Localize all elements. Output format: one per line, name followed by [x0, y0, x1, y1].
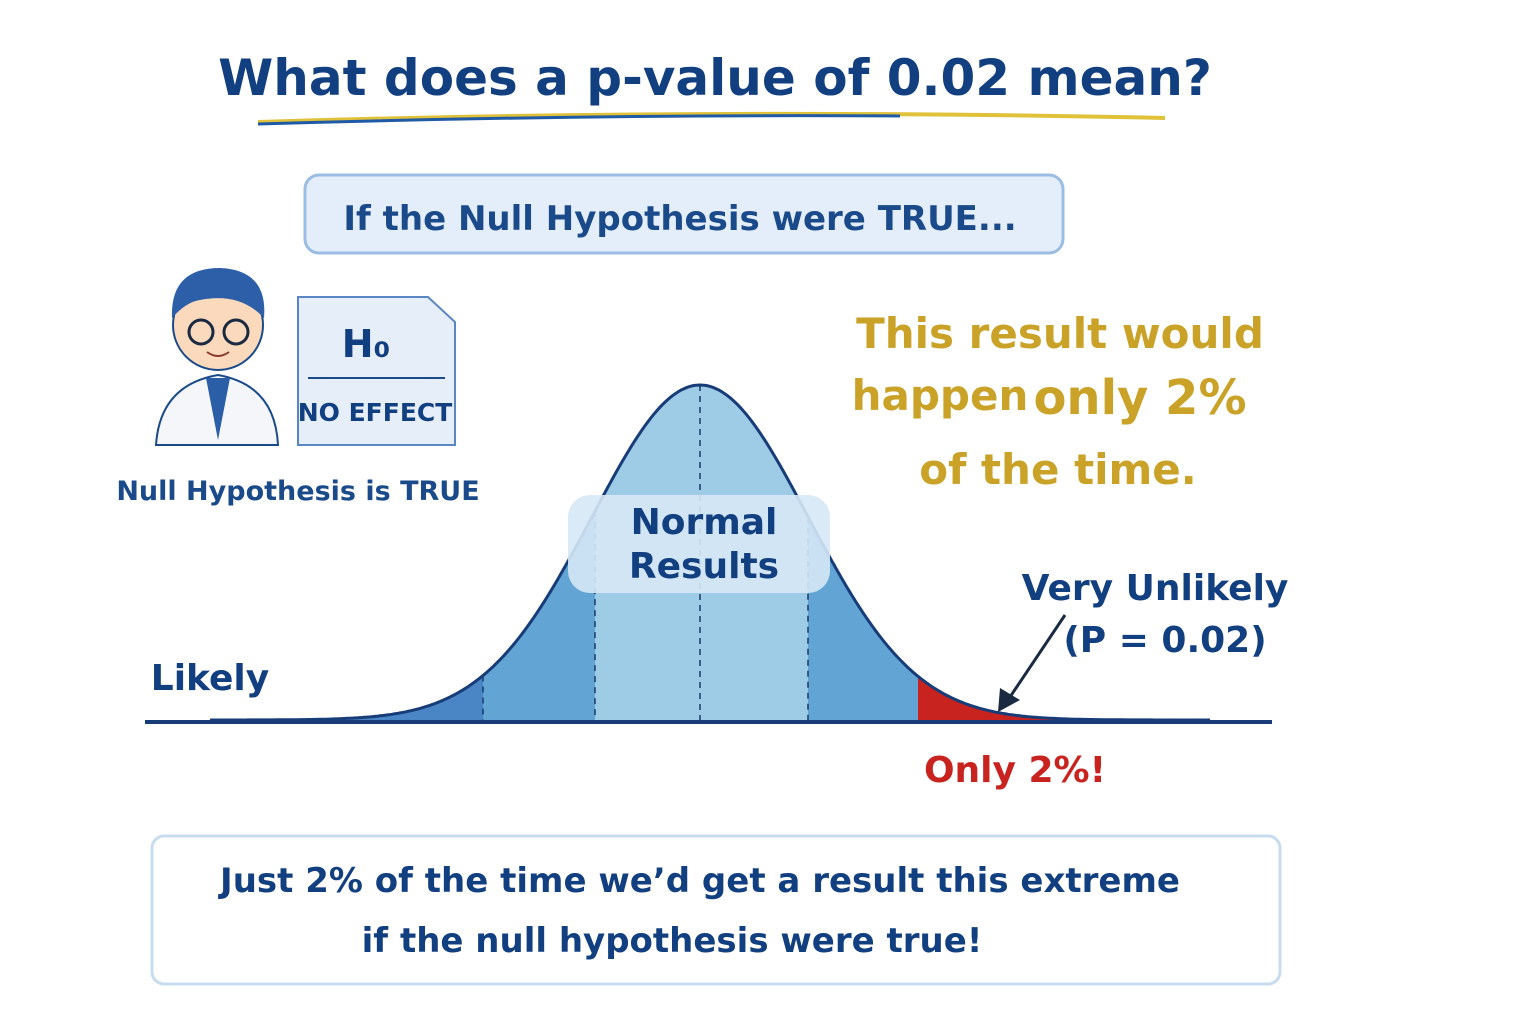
callout-line: happen — [852, 371, 1029, 420]
arrow — [1006, 614, 1067, 701]
title-underline — [257, 114, 901, 126]
arrowhead — [998, 688, 1020, 712]
callout-line: This result would — [856, 309, 1264, 358]
curve-outline — [208, 383, 1210, 722]
callout-line: of the time. — [919, 445, 1197, 494]
title-underline — [257, 111, 1166, 124]
label-cloud — [568, 495, 830, 593]
banner-box — [303, 173, 1065, 255]
curve-region — [918, 676, 1210, 720]
callout-emphasis: only 2% — [1033, 370, 1246, 426]
left-label: Likely — [151, 658, 269, 699]
tail-note: Only 2%! — [924, 750, 1106, 791]
null-symbol: H₀ — [342, 322, 390, 366]
banner-text: If the Null Hypothesis were TRUE... — [343, 199, 1016, 239]
center-label: Results — [629, 546, 779, 587]
tail-label: Very Unlikely — [1022, 568, 1289, 609]
null-caption: Null Hypothesis is TRUE — [116, 476, 479, 507]
title: What does a p-value of 0.02 mean? — [218, 49, 1212, 107]
footer-line: Just 2% of the time we’d get a result th… — [218, 861, 1180, 901]
curve-region — [210, 675, 483, 720]
null-label: NO EFFECT — [298, 398, 453, 427]
center-label: Normal — [631, 502, 778, 543]
footer-line: if the null hypothesis were true! — [362, 921, 983, 961]
document-card — [297, 296, 456, 446]
scientist-icon — [154, 268, 280, 446]
tail-value: (P = 0.02) — [1063, 620, 1266, 661]
footer-box — [150, 834, 1282, 986]
